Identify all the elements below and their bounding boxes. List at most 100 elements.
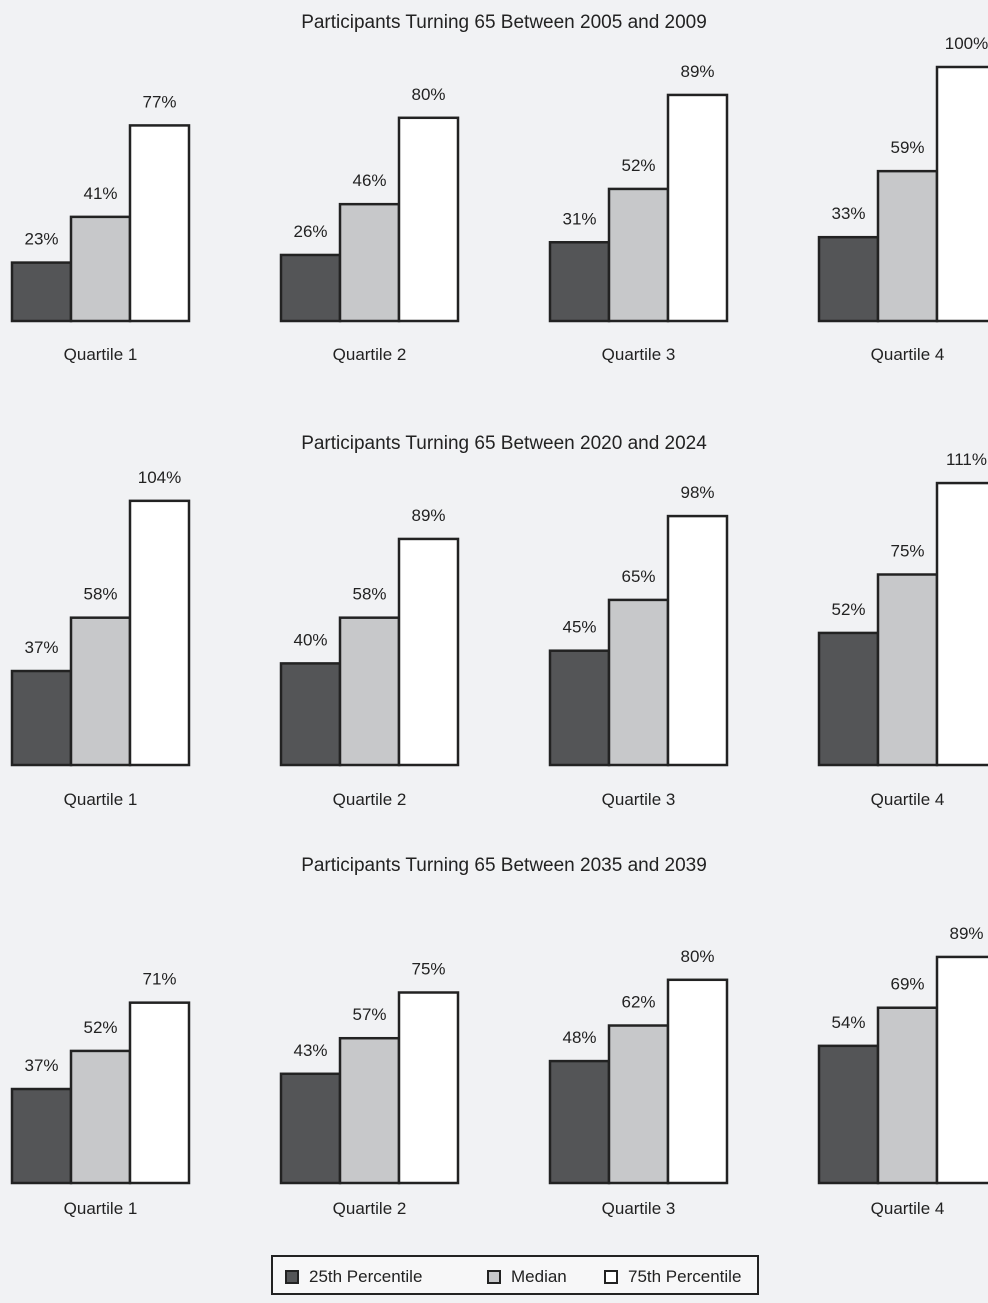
legend-item-median: Median (487, 1267, 567, 1287)
data-label-median: 65% (621, 567, 655, 586)
legend-label-75th-percentile: 75th Percentile (628, 1267, 742, 1286)
bar-median (607, 187, 670, 323)
category-label: Quartile 2 (333, 790, 407, 809)
chart-panel-1: Participants Turning 65 Between 2005 and… (10, 12, 988, 364)
data-label-median: 69% (890, 975, 924, 994)
bar-group-4: 52% 75% 111% Quartile 4 (817, 450, 988, 809)
data-label-p75: 111% (946, 450, 987, 469)
data-label-p75: 104% (138, 468, 181, 487)
bar-group-2: 26% 46% 80% Quartile 2 (279, 85, 460, 364)
data-label-p25: 48% (562, 1028, 596, 1047)
legend-swatch-25th-percentile (285, 1270, 299, 1284)
data-label-p75: 80% (680, 947, 714, 966)
bar-p75 (935, 65, 988, 323)
data-label-p25: 37% (24, 1056, 58, 1075)
data-label-median: 75% (890, 542, 924, 561)
data-label-median: 58% (352, 585, 386, 604)
legend-label-median: Median (511, 1267, 567, 1286)
data-label-p25: 23% (24, 230, 58, 249)
data-label-p75: 75% (411, 960, 445, 979)
data-label-p25: 40% (293, 630, 327, 649)
data-label-p25: 37% (24, 638, 58, 657)
bar-p25 (817, 235, 880, 323)
chart-panel-2: Participants Turning 65 Between 2020 and… (10, 433, 988, 809)
bar-p25 (817, 631, 880, 767)
bar-p25 (279, 1072, 342, 1185)
bar-p75 (935, 955, 988, 1185)
bar-p25 (10, 669, 73, 767)
data-label-median: 59% (890, 138, 924, 157)
chart-legend: 25th Percentile Median 75th Percentile (271, 1255, 759, 1295)
data-label-median: 41% (83, 184, 117, 203)
data-label-p25: 31% (562, 209, 596, 228)
chart-title: Participants Turning 65 Between 2035 and… (301, 855, 707, 876)
bar-group-1: 37% 52% 71% Quartile 1 (10, 970, 191, 1218)
legend-swatch-75th-percentile (604, 1270, 618, 1284)
bar-group-3: 48% 62% 80% Quartile 3 (548, 947, 729, 1218)
bar-p75 (935, 481, 988, 767)
bar-group-1: 37% 58% 104% Quartile 1 (10, 468, 191, 809)
data-label-median: 57% (352, 1005, 386, 1024)
bar-p75 (666, 514, 729, 767)
category-label: Quartile 3 (602, 345, 676, 364)
legend-item-25th-percentile: 25th Percentile (285, 1267, 422, 1287)
bar-median (338, 1036, 401, 1185)
bar-median (876, 169, 939, 323)
bar-p25 (548, 649, 611, 767)
data-label-p75: 71% (142, 970, 176, 989)
bar-p25 (10, 261, 73, 323)
category-label: Quartile 4 (871, 345, 945, 364)
data-label-p25: 43% (293, 1041, 327, 1060)
bar-median (876, 573, 939, 767)
category-label: Quartile 1 (64, 345, 138, 364)
category-label: Quartile 2 (333, 1199, 407, 1218)
chart-title: Participants Turning 65 Between 2020 and… (301, 433, 707, 454)
bar-p25 (548, 1059, 611, 1185)
bar-p25 (279, 662, 342, 767)
data-label-median: 58% (83, 585, 117, 604)
bar-group-1: 23% 41% 77% Quartile 1 (10, 92, 191, 364)
bar-group-2: 43% 57% 75% Quartile 2 (279, 960, 460, 1218)
legend-item-75th-percentile: 75th Percentile (604, 1267, 741, 1287)
bar-p75 (666, 93, 729, 323)
data-label-median: 62% (621, 993, 655, 1012)
bar-p75 (128, 1001, 191, 1185)
bar-median (69, 215, 132, 323)
data-label-p25: 54% (831, 1013, 865, 1032)
category-label: Quartile 4 (871, 790, 945, 809)
data-label-p75: 77% (142, 92, 176, 111)
data-label-median: 46% (352, 171, 386, 190)
category-label: Quartile 4 (871, 1199, 945, 1218)
category-label: Quartile 3 (602, 790, 676, 809)
bar-p75 (397, 537, 460, 767)
bar-group-4: 54% 69% 89% Quartile 4 (817, 924, 988, 1218)
bar-median (338, 616, 401, 767)
data-label-median: 52% (621, 156, 655, 175)
bar-median (338, 202, 401, 323)
bar-p25 (10, 1087, 73, 1185)
bar-p25 (279, 253, 342, 323)
data-label-p25: 52% (831, 600, 865, 619)
bar-p25 (817, 1044, 880, 1185)
bar-p75 (666, 978, 729, 1185)
bar-p75 (397, 991, 460, 1185)
category-label: Quartile 1 (64, 1199, 138, 1218)
bar-group-4: 33% 59% 100% Quartile 4 (817, 34, 988, 364)
category-label: Quartile 3 (602, 1199, 676, 1218)
bar-median (69, 1049, 132, 1185)
data-label-p75: 89% (949, 924, 983, 943)
bar-median (69, 616, 132, 767)
data-label-median: 52% (83, 1018, 117, 1037)
bar-group-3: 45% 65% 98% Quartile 3 (548, 483, 729, 809)
category-label: Quartile 2 (333, 345, 407, 364)
bar-p25 (548, 241, 611, 323)
chart-panel-3: Participants Turning 65 Between 2035 and… (10, 855, 988, 1218)
data-label-p75: 100% (945, 34, 988, 53)
data-label-p75: 80% (411, 85, 445, 104)
data-label-p25: 33% (831, 204, 865, 223)
data-label-p25: 45% (562, 618, 596, 637)
chart-title: Participants Turning 65 Between 2005 and… (301, 12, 707, 33)
bar-median (876, 1006, 939, 1185)
bar-group-3: 31% 52% 89% Quartile 3 (548, 62, 729, 364)
